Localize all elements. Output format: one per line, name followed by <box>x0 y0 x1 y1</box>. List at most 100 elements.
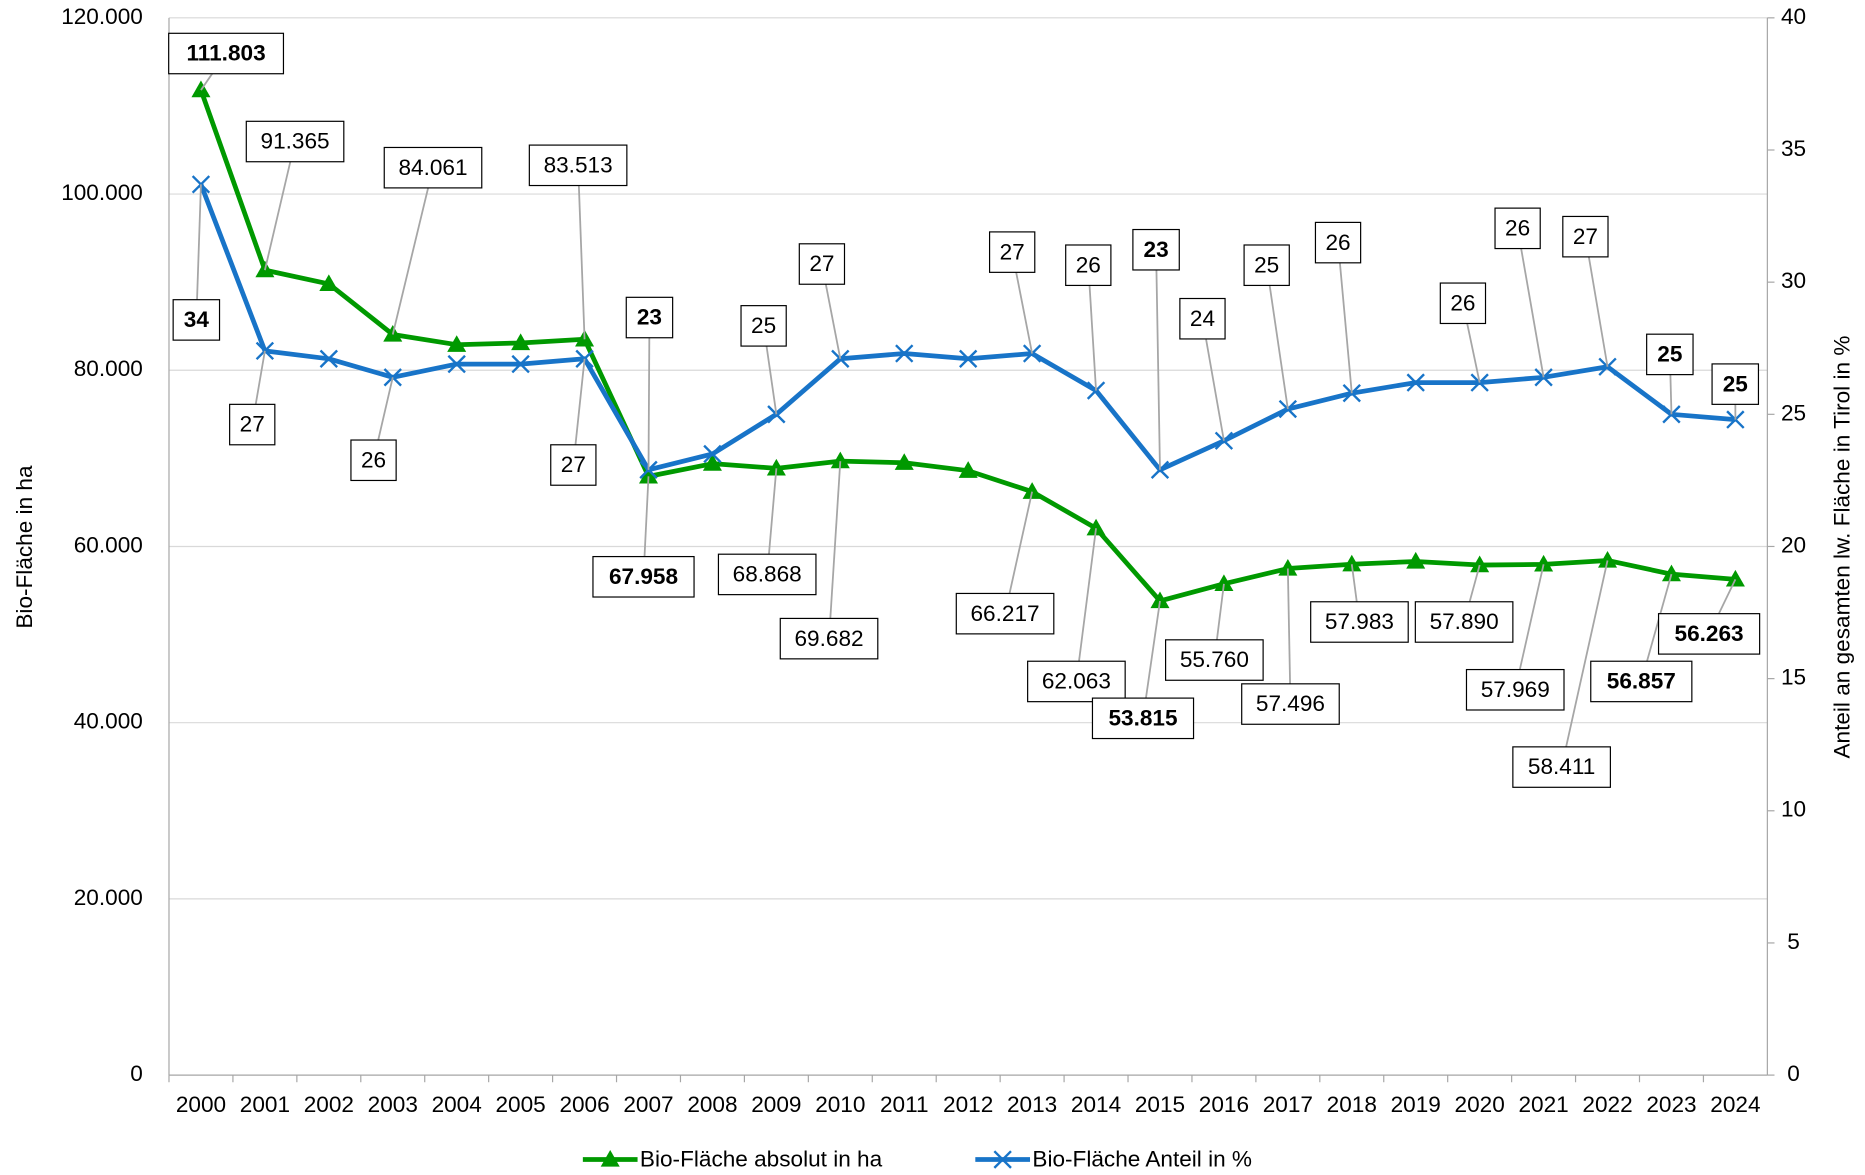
data-label: 57.890 <box>1430 609 1499 634</box>
data-labels: 111.803 91.365 84.061 83.513 67.958 68.868 69.… <box>168 32 1761 788</box>
y2-tick-label: 40 <box>1781 4 1806 29</box>
data-label: 25 <box>751 313 776 338</box>
data-point <box>1022 482 1042 499</box>
data-point <box>1214 431 1234 450</box>
data-label: 62.063 <box>1042 669 1111 694</box>
data-point <box>767 405 786 424</box>
data-label: 25 <box>1254 252 1279 277</box>
leader-line <box>1075 528 1097 682</box>
data-point <box>1150 591 1170 609</box>
label-box <box>1562 215 1609 258</box>
y-tick-label: 80.000 <box>74 356 143 381</box>
data-label: 26 <box>1076 252 1101 277</box>
data-point <box>638 466 659 484</box>
data-point <box>831 349 850 368</box>
x-tick-label: 2015 <box>1135 1092 1185 1117</box>
data-point <box>702 454 722 471</box>
leader-line <box>1286 568 1292 705</box>
data-label: 67.958 <box>609 564 678 589</box>
data-label: 25 <box>1657 342 1682 367</box>
data-point <box>1470 373 1489 392</box>
leader-line <box>1087 265 1097 391</box>
data-point <box>1406 551 1426 569</box>
label-box <box>740 305 787 347</box>
x-tick-label: 2009 <box>751 1092 801 1117</box>
leader-line <box>647 317 651 470</box>
label-box <box>988 231 1036 273</box>
data-label: 57.983 <box>1325 609 1394 634</box>
leader-line <box>1265 265 1289 410</box>
data-label: 91.365 <box>261 129 330 154</box>
y-tick-label: 120.000 <box>61 4 143 29</box>
x-tick-label: 2022 <box>1582 1092 1632 1117</box>
data-label: 26 <box>1450 290 1475 315</box>
data-label: 84.061 <box>398 155 467 180</box>
x-tick-label: 2023 <box>1646 1092 1696 1117</box>
label-box <box>798 243 846 285</box>
data-point <box>894 453 914 470</box>
data-point <box>1534 554 1554 572</box>
legend-label: Bio-Fläche absolut in ha <box>640 1147 883 1172</box>
legend-label: Bio-Fläche Anteil in % <box>1032 1147 1252 1172</box>
x-tick-label: 2011 <box>880 1092 929 1117</box>
label-box <box>1646 333 1694 376</box>
label-box <box>1179 297 1226 340</box>
data-point <box>959 349 978 368</box>
label-box <box>245 120 345 163</box>
x-tick-label: 2008 <box>687 1092 737 1117</box>
label-box <box>1439 282 1487 325</box>
leader-line <box>828 461 842 639</box>
y-tick-label: 0 <box>130 1061 143 1086</box>
data-point <box>703 444 722 464</box>
label-box <box>1027 660 1126 703</box>
data-point <box>511 354 530 374</box>
data-label: 23 <box>1144 237 1169 262</box>
data-point <box>511 333 531 351</box>
data-point <box>1598 550 1618 568</box>
leader-line <box>1516 228 1545 378</box>
label-box <box>955 592 1055 635</box>
data-label: 27 <box>1000 239 1025 264</box>
label-box <box>1091 697 1195 740</box>
label-box <box>528 144 628 187</box>
leader-line <box>1514 564 1545 690</box>
leader-line <box>1155 249 1161 470</box>
data-label: 53.815 <box>1108 705 1177 730</box>
label-box <box>1241 683 1340 725</box>
data-point <box>1661 564 1681 582</box>
data-label: 25 <box>1723 371 1748 396</box>
label-box <box>625 296 674 339</box>
leader-line <box>264 141 296 271</box>
label-box <box>1657 613 1761 655</box>
label-box <box>172 299 221 341</box>
data-label: 111.803 <box>187 41 266 66</box>
leader-line <box>1560 560 1609 768</box>
leader-line <box>391 167 434 335</box>
x-tick-label: 2001 <box>240 1092 290 1117</box>
data-point <box>993 1150 1012 1169</box>
x-tick-label: 2004 <box>432 1092 482 1117</box>
label-box <box>1494 207 1541 250</box>
x-tick-label: 2020 <box>1455 1092 1505 1117</box>
label-box <box>592 555 695 598</box>
data-point <box>447 354 466 374</box>
x-tick-label: 2024 <box>1710 1092 1760 1117</box>
y-tick-label: 40.000 <box>74 709 143 734</box>
y2-axis-title: Anteil an gesamten lw. Fläche in Tirol i… <box>1829 336 1854 759</box>
data-label: 68.868 <box>733 562 802 587</box>
leader-line <box>1584 236 1609 367</box>
x-tick-label: 2014 <box>1071 1092 1121 1117</box>
label-box <box>779 617 879 660</box>
label-box <box>1590 660 1693 703</box>
x-tick-label: 2005 <box>496 1092 546 1117</box>
data-point <box>895 344 914 363</box>
y2-tick-label: 0 <box>1787 1061 1800 1086</box>
x-tick-label: 2006 <box>559 1092 609 1117</box>
data-label: 26 <box>1325 230 1350 255</box>
x-tick-label: 2019 <box>1391 1092 1441 1117</box>
x-tick-label: 2021 <box>1518 1092 1568 1117</box>
y-tick-label: 60.000 <box>74 532 143 557</box>
data-label: 27 <box>1573 224 1598 249</box>
data-point <box>319 274 339 292</box>
data-point <box>447 335 467 352</box>
